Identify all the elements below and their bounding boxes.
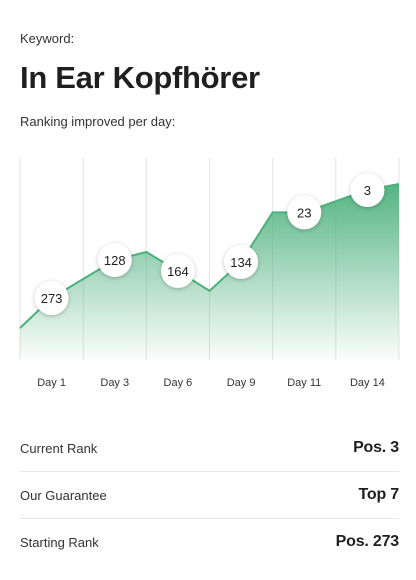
stat-row-starting-rank: Starting Rank Pos. 273	[20, 519, 399, 565]
data-point-marker	[350, 173, 385, 207]
stat-label: Our Guarantee	[20, 487, 107, 503]
stat-value: Pos. 273	[335, 533, 400, 550]
x-tick-label: Day 9	[227, 377, 256, 389]
data-point-marker	[224, 244, 259, 279]
stat-label: Starting Rank	[20, 534, 99, 550]
stat-row-current-rank: Current Rank Pos. 3	[20, 425, 399, 472]
data-point-6: 3	[350, 173, 385, 207]
data-point-5: 23	[287, 195, 322, 230]
ranking-line	[19, 183, 400, 329]
stat-value: Top 7	[358, 486, 400, 503]
stat-row-guarantee: Our Guarantee Top 7	[20, 472, 399, 519]
data-point-marker	[97, 242, 132, 277]
data-label: 134	[230, 255, 252, 270]
data-point-marker	[160, 253, 195, 288]
x-tick-label: Day 11	[287, 377, 321, 389]
stat-label: Current Rank	[20, 440, 98, 456]
x-tick-label: Day 1	[37, 377, 66, 389]
data-label: 273	[41, 291, 63, 306]
page-title: In Ear Kopfhörer	[20, 60, 260, 95]
data-label: 3	[364, 183, 371, 198]
data-label: 128	[104, 253, 126, 268]
x-tick-label: Day 3	[100, 377, 129, 389]
data-point-1: 273	[34, 281, 69, 315]
data-point-2: 128	[97, 242, 132, 277]
data-point-4: 134	[224, 244, 259, 279]
data-point-3: 164	[160, 253, 195, 288]
data-label: 164	[167, 264, 189, 279]
data-point-marker	[34, 281, 69, 315]
keyword-label: Keyword:	[20, 31, 75, 46]
data-point-marker	[287, 195, 322, 230]
ranking-chart: 273 128 164 134 23 3 Day 1 Day 3 Day 6 Day 9 Day …	[19, 158, 400, 389]
x-tick-label: Day 14	[350, 377, 385, 389]
x-tick-label: Day 6	[164, 377, 193, 389]
data-label: 23	[297, 205, 311, 220]
stats-list: Current Rank Pos. 3 Our Guarantee Top 7 …	[20, 425, 399, 565]
stat-value: Pos. 3	[353, 439, 399, 456]
chart-subtitle: Ranking improved per day:	[20, 114, 176, 129]
